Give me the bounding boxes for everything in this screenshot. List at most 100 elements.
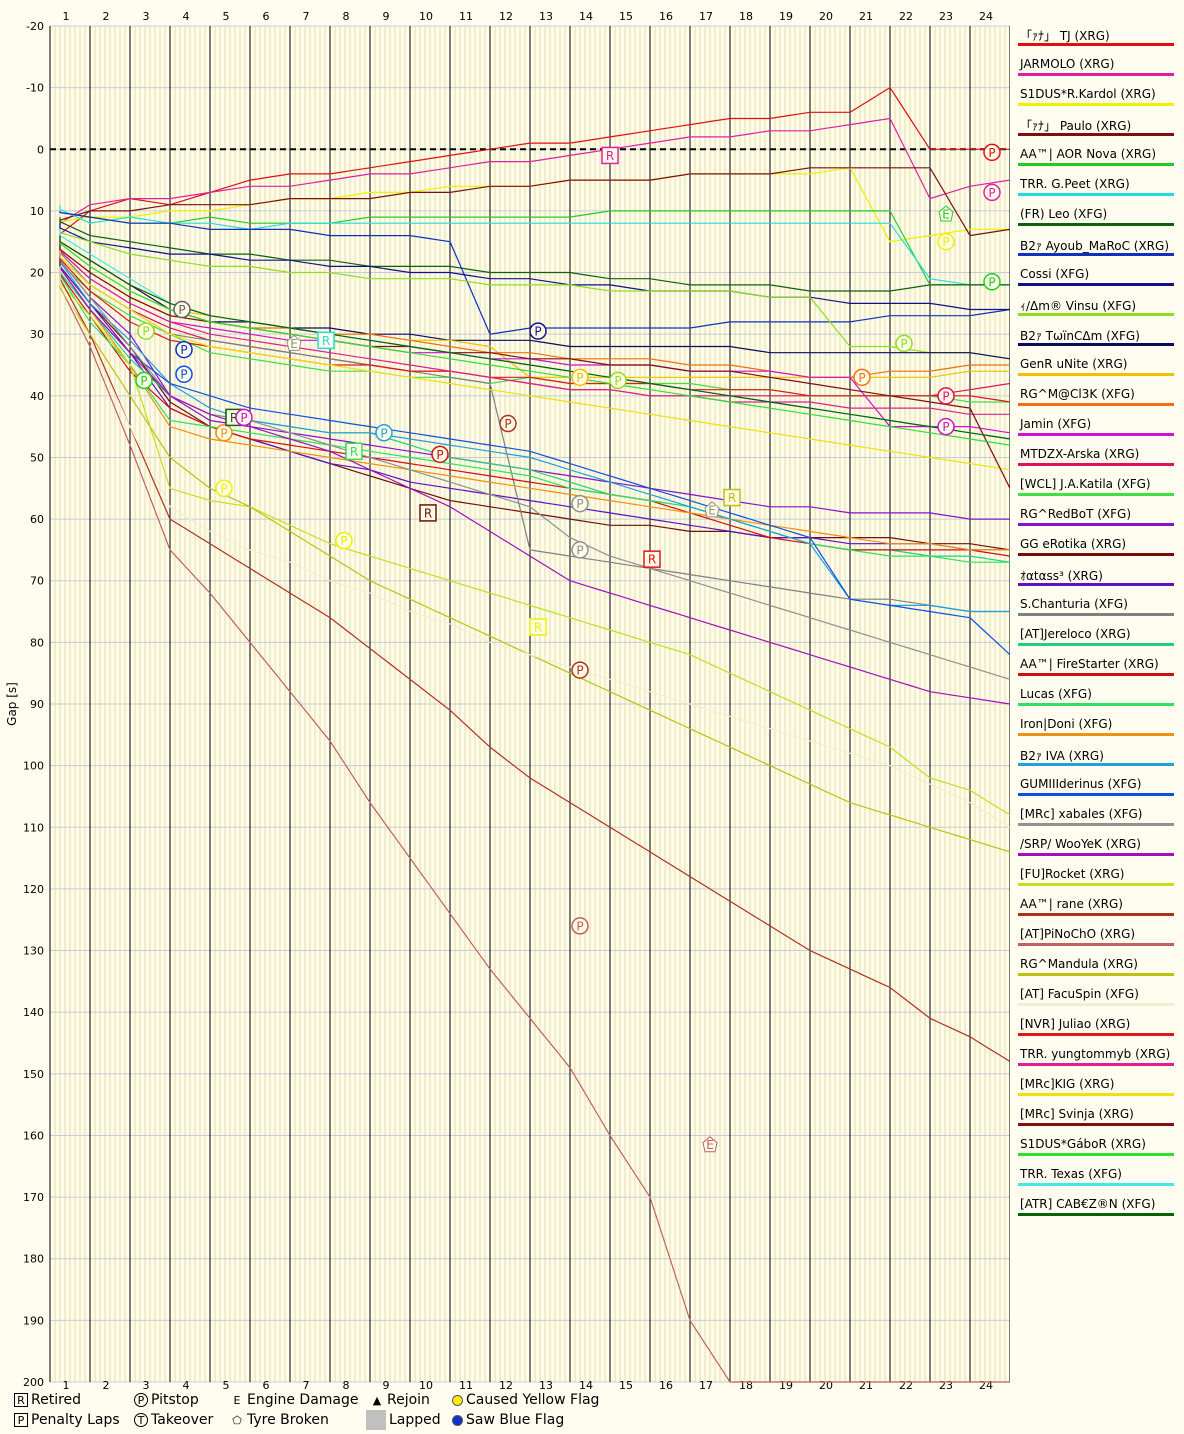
legend-item: AA™| rane (XRG): [1018, 890, 1178, 920]
legend-item: 「ｧﾅ」 TJ (XRG): [1018, 20, 1178, 50]
legend-item: Cossi (XFG): [1018, 260, 1178, 290]
y-tick-label: 30: [30, 328, 44, 341]
legend-label: RG^M@Cl3K (XFG): [1020, 387, 1135, 401]
legend-label: [MRc] xabales (XFG): [1020, 807, 1143, 821]
legend-item: [MRc]KIG (XRG): [1018, 1070, 1178, 1100]
legend-item: RG^RedBoT (XFG): [1018, 500, 1178, 530]
pitstop-marker: [215, 479, 233, 498]
legend-label: AA™| AOR Nova (XRG): [1020, 147, 1157, 161]
legend-label: TRR. Texas (XFG): [1020, 1167, 1122, 1181]
event-marker-label: E: [706, 1138, 714, 1152]
event-marker: P: [571, 494, 589, 513]
legend-item: Jamin (XFG): [1018, 410, 1178, 440]
x-tick-label-top: 18: [739, 10, 753, 23]
legend-swatch: [1018, 1123, 1174, 1126]
event-marker: R: [723, 488, 741, 507]
legend-swatch: [1018, 73, 1174, 76]
legend-item: GenR uNite (XRG): [1018, 350, 1178, 380]
event-marker: R: [345, 442, 363, 461]
event-marker-label: P: [942, 420, 949, 434]
legend-swatch: [1018, 433, 1174, 436]
x-tick-label-bottom: 21: [859, 1379, 873, 1392]
pitstop-marker: [571, 494, 589, 513]
takeover-icon: T: [134, 1413, 148, 1427]
retired-marker: [419, 504, 437, 522]
event-marker: R: [419, 504, 437, 522]
x-tick-label-top: 12: [499, 10, 513, 23]
x-tick-label-bottom: 6: [263, 1379, 270, 1392]
pitstop-marker: [235, 408, 253, 427]
legend-item: [ATR] CAB€Z®N (XFG): [1018, 1190, 1178, 1220]
legend-label: [AT] FacuSpin (XFG): [1020, 987, 1139, 1001]
x-tick-label-top: 1: [63, 10, 70, 23]
legend-label: JARMOLO (XRG): [1020, 57, 1115, 71]
event-marker: E: [702, 1136, 718, 1153]
y-tick-label: 20: [30, 267, 44, 280]
legend-swatch: [1018, 1063, 1174, 1066]
key-retired: R Retired: [14, 1392, 81, 1408]
pitstop-marker: [175, 340, 193, 359]
event-marker-label: P: [614, 374, 621, 388]
legend-item: [FU]Rocket (XRG): [1018, 860, 1178, 890]
legend-item: Lucas (XFG): [1018, 680, 1178, 710]
x-tick-label-top: 4: [183, 10, 190, 23]
x-tick-label-top: 23: [939, 10, 953, 23]
key-yellow-flag: Caused Yellow Flag: [452, 1392, 599, 1408]
event-marker: E: [286, 334, 302, 351]
event-marker-label: P: [858, 371, 865, 385]
engine-damage-marker: [938, 205, 954, 222]
event-marker-label: P: [576, 497, 583, 511]
legend-label: Cossi (XFG): [1020, 267, 1090, 281]
event-marker: E: [938, 205, 954, 222]
pitstop-marker: [937, 232, 955, 251]
legend-swatch: [1018, 583, 1174, 586]
y-tick-label: 180: [23, 1253, 44, 1266]
event-marker: P: [983, 183, 1001, 202]
key-takeover: T Takeover: [134, 1412, 213, 1428]
event-marker-label: P: [340, 534, 347, 548]
legend-item: AA™| AOR Nova (XRG): [1018, 140, 1178, 170]
legend-label: AA™| rane (XRG): [1020, 897, 1123, 911]
event-marker-label: R: [322, 334, 330, 348]
legend-swatch: [1018, 613, 1174, 616]
x-tick-label-top: 9: [383, 10, 390, 23]
legend-swatch: [1018, 493, 1174, 496]
legend-label: S1DUS*GáboR (XRG): [1020, 1137, 1146, 1151]
event-marker-label: P: [988, 275, 995, 289]
series-line: [59, 247, 1010, 471]
legend-label: B2ｧ IVA (XRG): [1020, 749, 1104, 763]
driver-legend: 「ｧﾅ」 TJ (XRG) JARMOLO (XRG) S1DUS*R.Kardol…: [1018, 20, 1178, 1220]
legend-swatch: [1018, 163, 1174, 166]
legend-label: [FU]Rocket (XRG): [1020, 867, 1125, 881]
pitstop-marker: [335, 531, 353, 550]
pitstop-marker: [895, 334, 913, 353]
y-tick-label: 60: [30, 513, 44, 526]
legend-swatch: [1018, 253, 1174, 256]
legend-swatch: [1018, 913, 1174, 916]
y-tick-label: 190: [23, 1314, 44, 1327]
legend-label: GG eRotika (XRG): [1020, 537, 1127, 551]
x-tick-label-bottom: 23: [939, 1379, 953, 1392]
blue-flag-icon: [452, 1414, 463, 1426]
legend-label: B2ｧ TωïnCΔm (XFG): [1020, 329, 1140, 343]
event-marker: P: [529, 322, 547, 340]
legend-swatch: [1018, 973, 1174, 976]
series-line: [59, 254, 1010, 551]
legend-label: GenR uNite (XRG): [1020, 357, 1128, 371]
legend-label: AA™| FireStarter (XRG): [1020, 657, 1159, 671]
event-marker-label: R: [648, 553, 656, 567]
event-marker: P: [135, 371, 153, 390]
series-line: [59, 235, 1010, 446]
legend-label: RG^RedBoT (XFG): [1020, 507, 1131, 521]
y-tick-label: 170: [23, 1191, 44, 1204]
legend-label: [AT]PiNoChO (XRG): [1020, 927, 1136, 941]
event-marker-label: P: [180, 368, 187, 382]
event-marker: P: [571, 541, 589, 559]
legend-label: TRR. yungtommyb (XRG): [1020, 1047, 1171, 1061]
event-marker-label: P: [140, 374, 147, 388]
pitstop-marker: [983, 273, 1001, 291]
series-line: [59, 117, 1010, 230]
legend-item: 「ｧﾅ」 Paulo (XRG): [1018, 110, 1178, 140]
engine-damage-marker: [286, 334, 302, 351]
pitstop-marker: [571, 368, 589, 387]
